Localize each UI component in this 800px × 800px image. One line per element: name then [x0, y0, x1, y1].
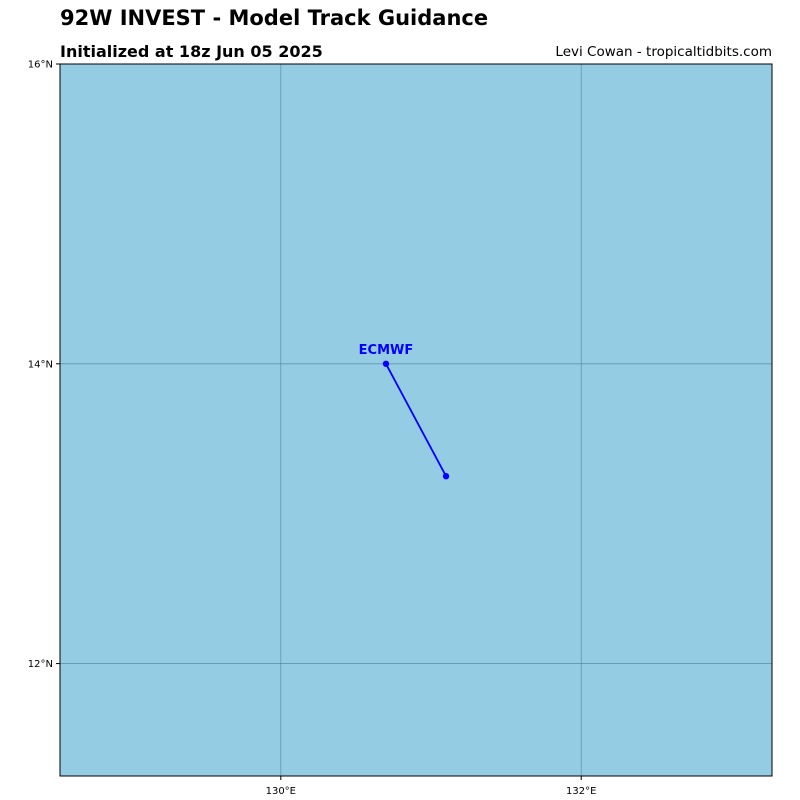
credit-text: Levi Cowan - tropicaltidbits.com — [555, 44, 772, 60]
axis-ticks: 130°E 132°E 12°N 14°N 16°N — [28, 60, 597, 798]
track-line-ecmwf — [385, 363, 447, 477]
grid-lines — [60, 64, 772, 776]
track-point-ecmwf-1 — [442, 473, 450, 480]
chart-subtitle: Initialized at 18z Jun 05 2025 — [60, 42, 323, 61]
tick-label-lat-12: 12°N — [28, 659, 53, 670]
tick-label-lon-130: 130°E — [266, 786, 296, 797]
track-point-ecmwf-0 — [382, 360, 390, 367]
map-frame — [59, 63, 773, 777]
chart-title: 92W INVEST - Model Track Guidance — [60, 6, 489, 30]
model-tracks: ECMWF — [359, 343, 450, 480]
track-label-ecmwf: ECMWF — [359, 343, 414, 358]
tick-label-lat-14: 14°N — [28, 359, 53, 370]
tick-label-lon-132: 132°E — [566, 786, 596, 797]
tick-label-lat-16: 16°N — [28, 60, 53, 71]
